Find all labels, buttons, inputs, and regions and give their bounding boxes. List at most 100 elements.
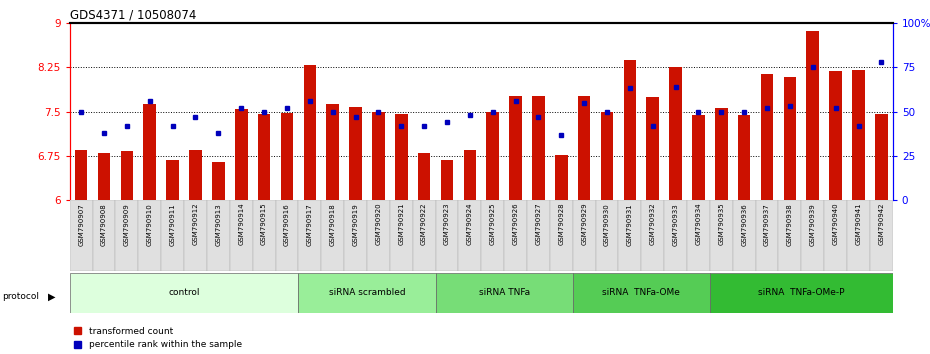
Text: GSM790919: GSM790919	[352, 203, 359, 246]
Bar	[573, 200, 595, 271]
Bar	[189, 150, 202, 200]
Text: GSM790926: GSM790926	[512, 203, 519, 245]
Text: GSM790927: GSM790927	[536, 203, 541, 245]
Bar	[595, 200, 618, 271]
Text: ▶: ▶	[48, 291, 56, 301]
Text: GSM790933: GSM790933	[672, 203, 679, 246]
Bar	[692, 115, 705, 200]
Bar	[824, 200, 847, 271]
Text: GSM790929: GSM790929	[581, 203, 587, 245]
Bar	[802, 200, 824, 271]
Text: GSM790941: GSM790941	[856, 203, 861, 245]
Bar	[532, 96, 545, 200]
Text: GSM790938: GSM790938	[787, 203, 793, 246]
Bar	[372, 112, 385, 200]
Text: GSM790930: GSM790930	[604, 203, 610, 246]
Bar	[299, 200, 321, 271]
Bar	[642, 200, 664, 271]
Bar	[235, 109, 247, 200]
Bar	[578, 96, 591, 200]
Text: GDS4371 / 10508074: GDS4371 / 10508074	[70, 9, 196, 22]
Bar	[870, 200, 893, 271]
Bar	[761, 74, 774, 200]
Bar	[166, 160, 179, 200]
Text: siRNA  TNFa-OMe-P: siRNA TNFa-OMe-P	[758, 289, 844, 297]
Bar	[161, 200, 184, 271]
Bar	[98, 153, 111, 200]
Bar	[733, 200, 755, 271]
Bar	[573, 273, 710, 313]
Bar	[281, 113, 293, 200]
Bar	[806, 31, 819, 200]
Text: GSM790934: GSM790934	[696, 203, 701, 245]
Text: GSM790936: GSM790936	[741, 203, 747, 246]
Text: siRNA  TNFa-OMe: siRNA TNFa-OMe	[603, 289, 680, 297]
Bar	[778, 200, 802, 271]
Bar	[350, 107, 362, 200]
Bar	[618, 200, 642, 271]
Bar	[646, 97, 659, 200]
Text: GSM790931: GSM790931	[627, 203, 633, 246]
Text: GSM790935: GSM790935	[718, 203, 724, 245]
Text: GSM790918: GSM790918	[329, 203, 336, 246]
Text: GSM790908: GSM790908	[101, 203, 107, 246]
Bar	[395, 114, 407, 200]
Text: GSM790916: GSM790916	[284, 203, 290, 246]
Text: GSM790921: GSM790921	[398, 203, 405, 245]
Bar	[184, 200, 206, 271]
Text: GSM790913: GSM790913	[216, 203, 221, 246]
Text: protocol: protocol	[2, 292, 39, 301]
Bar	[93, 200, 115, 271]
Bar	[784, 77, 796, 200]
Bar	[830, 72, 842, 200]
Text: GSM790907: GSM790907	[78, 203, 85, 246]
Bar	[710, 200, 733, 271]
Text: GSM790910: GSM790910	[147, 203, 153, 246]
Bar	[230, 200, 253, 271]
Bar	[70, 273, 299, 313]
Bar	[441, 160, 453, 200]
Bar	[486, 112, 499, 200]
Bar	[463, 150, 476, 200]
Bar	[390, 200, 413, 271]
Bar	[710, 273, 893, 313]
Bar	[70, 200, 93, 271]
Bar	[847, 200, 870, 271]
Bar	[435, 273, 573, 313]
Text: GSM790942: GSM790942	[878, 203, 884, 245]
Bar	[435, 200, 458, 271]
Bar	[143, 104, 156, 200]
Text: GSM790924: GSM790924	[467, 203, 472, 245]
Text: GSM790914: GSM790914	[238, 203, 245, 245]
Text: GSM790932: GSM790932	[650, 203, 656, 245]
Bar	[139, 200, 161, 271]
Bar	[75, 150, 87, 200]
Bar	[670, 67, 682, 200]
Bar	[303, 65, 316, 200]
Bar	[458, 200, 482, 271]
Text: control: control	[168, 289, 200, 297]
Bar	[852, 70, 865, 200]
Bar	[527, 200, 550, 271]
Bar	[510, 96, 522, 200]
Bar	[121, 151, 133, 200]
Bar	[601, 112, 613, 200]
Text: GSM790915: GSM790915	[261, 203, 267, 245]
Text: siRNA scrambled: siRNA scrambled	[328, 289, 405, 297]
Bar	[275, 200, 299, 271]
Bar	[253, 200, 275, 271]
Bar	[755, 200, 778, 271]
Bar	[875, 114, 887, 200]
Bar	[299, 273, 435, 313]
Text: GSM790928: GSM790928	[558, 203, 565, 245]
Legend: transformed count, percentile rank within the sample: transformed count, percentile rank withi…	[74, 327, 242, 349]
Bar	[258, 114, 271, 200]
Text: GSM790923: GSM790923	[444, 203, 450, 245]
Text: GSM790917: GSM790917	[307, 203, 312, 246]
Bar	[664, 200, 687, 271]
Bar	[624, 60, 636, 200]
Bar	[321, 200, 344, 271]
Bar	[367, 200, 390, 271]
Bar	[326, 104, 339, 200]
Bar	[413, 200, 435, 271]
